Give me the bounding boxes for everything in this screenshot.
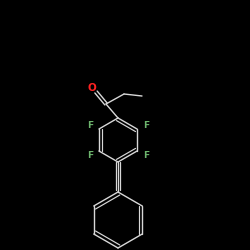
Text: O: O xyxy=(88,83,96,93)
Text: F: F xyxy=(87,120,93,130)
Text: F: F xyxy=(87,150,93,160)
Text: F: F xyxy=(143,150,149,160)
Text: F: F xyxy=(143,120,149,130)
